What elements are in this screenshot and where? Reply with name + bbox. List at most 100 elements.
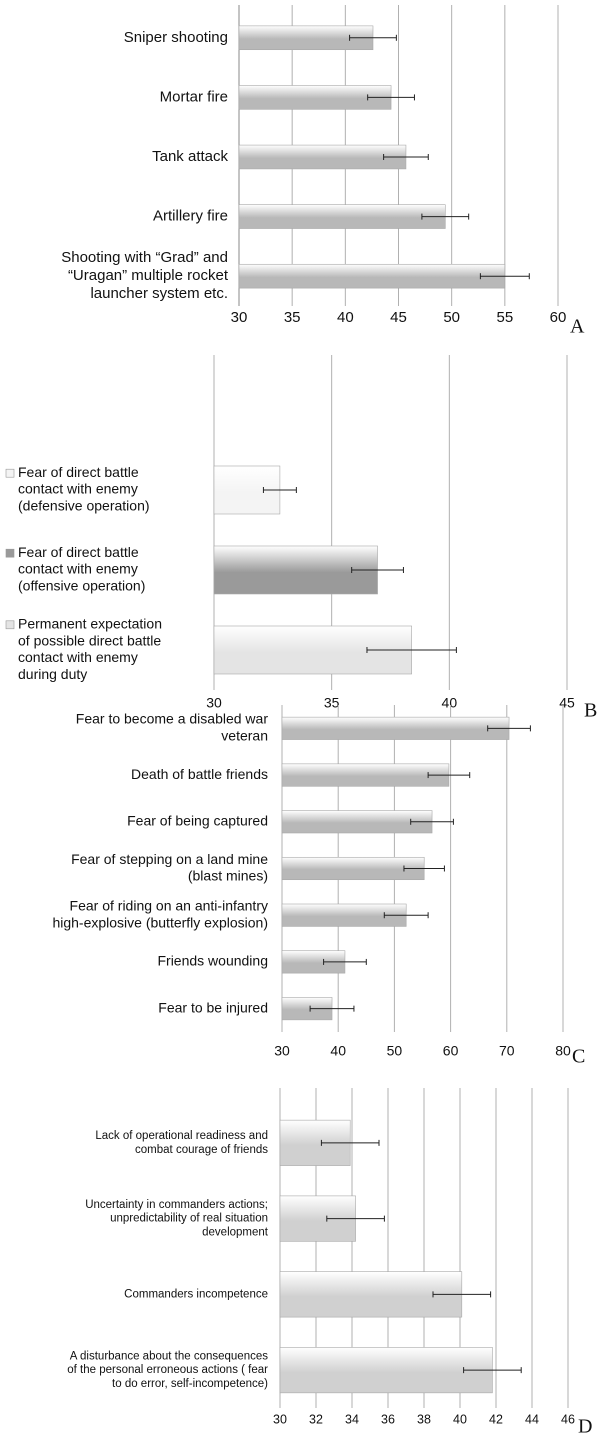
error-bar [383, 912, 429, 919]
x-tick-label: 30 [231, 309, 248, 326]
category-label: Fear of direct battle [18, 464, 139, 480]
legend-swatch [5, 468, 15, 478]
bar [281, 716, 510, 740]
category-label: Lack of operational readiness and [95, 1130, 268, 1142]
x-tick-label: 30 [206, 695, 222, 711]
x-tick-label: 60 [550, 309, 567, 326]
category-label: Fear to become a disabled war [76, 711, 269, 727]
category-label: unpredictability of real situation [110, 1213, 268, 1225]
x-tick-label: 45 [390, 309, 407, 326]
category-label: Commanders incompetence [124, 1288, 268, 1300]
legend-swatch [5, 548, 15, 558]
category-label: Artillery fire [153, 208, 228, 225]
category-label: Sniper shooting [124, 29, 228, 46]
legend-swatch [5, 620, 15, 630]
category-label: Uncertainty in commanders actions; [85, 1199, 268, 1211]
category-label: Shooting with “Grad” and [61, 249, 228, 266]
category-label: high-explosive (butterfly explosion) [52, 914, 268, 930]
x-tick-label: 34 [345, 1412, 359, 1426]
x-tick-label: 40 [337, 309, 354, 326]
error-bar [463, 1367, 522, 1374]
x-tick-label: 60 [443, 1043, 459, 1059]
bar [238, 144, 407, 170]
category-label: combat courage of friends [135, 1144, 268, 1156]
x-tick-label: 40 [330, 1043, 346, 1059]
error-bar [383, 154, 429, 160]
category-label: “Uragan” multiple rocket [68, 267, 229, 284]
error-bar [309, 1005, 355, 1012]
x-tick-label: 50 [387, 1043, 403, 1059]
x-tick-label: 45 [559, 695, 575, 711]
error-bar [421, 213, 470, 220]
category-label: of the personal erroneous actions ( fear [67, 1364, 268, 1376]
bar [238, 263, 506, 289]
error-bar [349, 34, 397, 41]
bar [238, 204, 446, 229]
x-tick-label: 46 [561, 1412, 575, 1426]
x-tick-label: 42 [489, 1412, 503, 1426]
panel-letter: C [572, 1046, 585, 1068]
x-tick-label: 44 [525, 1412, 539, 1426]
bar [279, 1347, 493, 1394]
x-tick-label: 30 [273, 1412, 287, 1426]
category-label: A disturbance about the consequences [70, 1350, 268, 1362]
bar [281, 810, 433, 834]
x-tick-label: 38 [417, 1412, 431, 1426]
bar [281, 856, 425, 881]
error-bar [262, 487, 297, 493]
error-bar [487, 725, 531, 732]
x-tick-label: 40 [442, 695, 458, 711]
category-label: Mortar fire [160, 88, 228, 105]
category-label: Fear to be injured [158, 999, 268, 1015]
bar [213, 545, 378, 595]
category-label: launcher system etc. [90, 285, 228, 302]
category-label: Fear of riding on an anti-infantry [70, 898, 268, 914]
error-bar [323, 958, 367, 965]
category-label: Friends wounding [157, 953, 268, 969]
category-label: Permanent expectation [18, 616, 162, 632]
panel-letter: B [584, 700, 597, 722]
error-bar [479, 273, 530, 280]
category-label: of possible direct battle [18, 632, 161, 648]
category-label: (offensive operation) [18, 578, 145, 594]
error-bar [367, 94, 415, 101]
category-label: contact with enemy [18, 561, 138, 577]
category-label: (blast mines) [188, 868, 268, 884]
error-bar [432, 1291, 492, 1298]
error-bar [326, 1215, 385, 1222]
category-label: (defensive operation) [18, 498, 150, 514]
error-bar [410, 818, 454, 825]
x-tick-label: 40 [453, 1412, 467, 1426]
x-tick-label: 32 [309, 1412, 323, 1426]
bar [279, 1271, 463, 1318]
category-label: Fear of direct battle [18, 544, 139, 560]
category-label: veteran [221, 727, 268, 743]
x-tick-label: 35 [324, 695, 340, 711]
panel-letter: A [570, 316, 585, 338]
error-bar [320, 1139, 380, 1146]
category-label: Fear of being captured [127, 812, 268, 828]
x-tick-label: 35 [284, 309, 301, 326]
x-tick-label: 30 [274, 1043, 290, 1059]
x-tick-label: 36 [381, 1412, 395, 1426]
x-tick-label: 55 [496, 309, 513, 326]
error-bar [427, 772, 471, 779]
x-tick-label: 80 [555, 1043, 571, 1059]
category-label: contact with enemy [18, 481, 138, 497]
category-label: Fear of stepping on a land mine [71, 851, 268, 867]
category-label: Tank attack [152, 148, 228, 165]
category-label: development [202, 1226, 269, 1238]
category-label: to do error, self-incompetence) [112, 1378, 268, 1390]
error-bar [351, 567, 404, 573]
category-label: Death of battle friends [131, 766, 268, 782]
error-bar [403, 865, 445, 872]
x-tick-label: 70 [499, 1043, 515, 1059]
bar [281, 763, 450, 787]
error-bar [366, 647, 457, 653]
x-tick-label: 50 [443, 309, 460, 326]
panel-letter: D [578, 1416, 592, 1436]
category-label: during duty [18, 666, 87, 682]
category-label: contact with enemy [18, 649, 138, 665]
